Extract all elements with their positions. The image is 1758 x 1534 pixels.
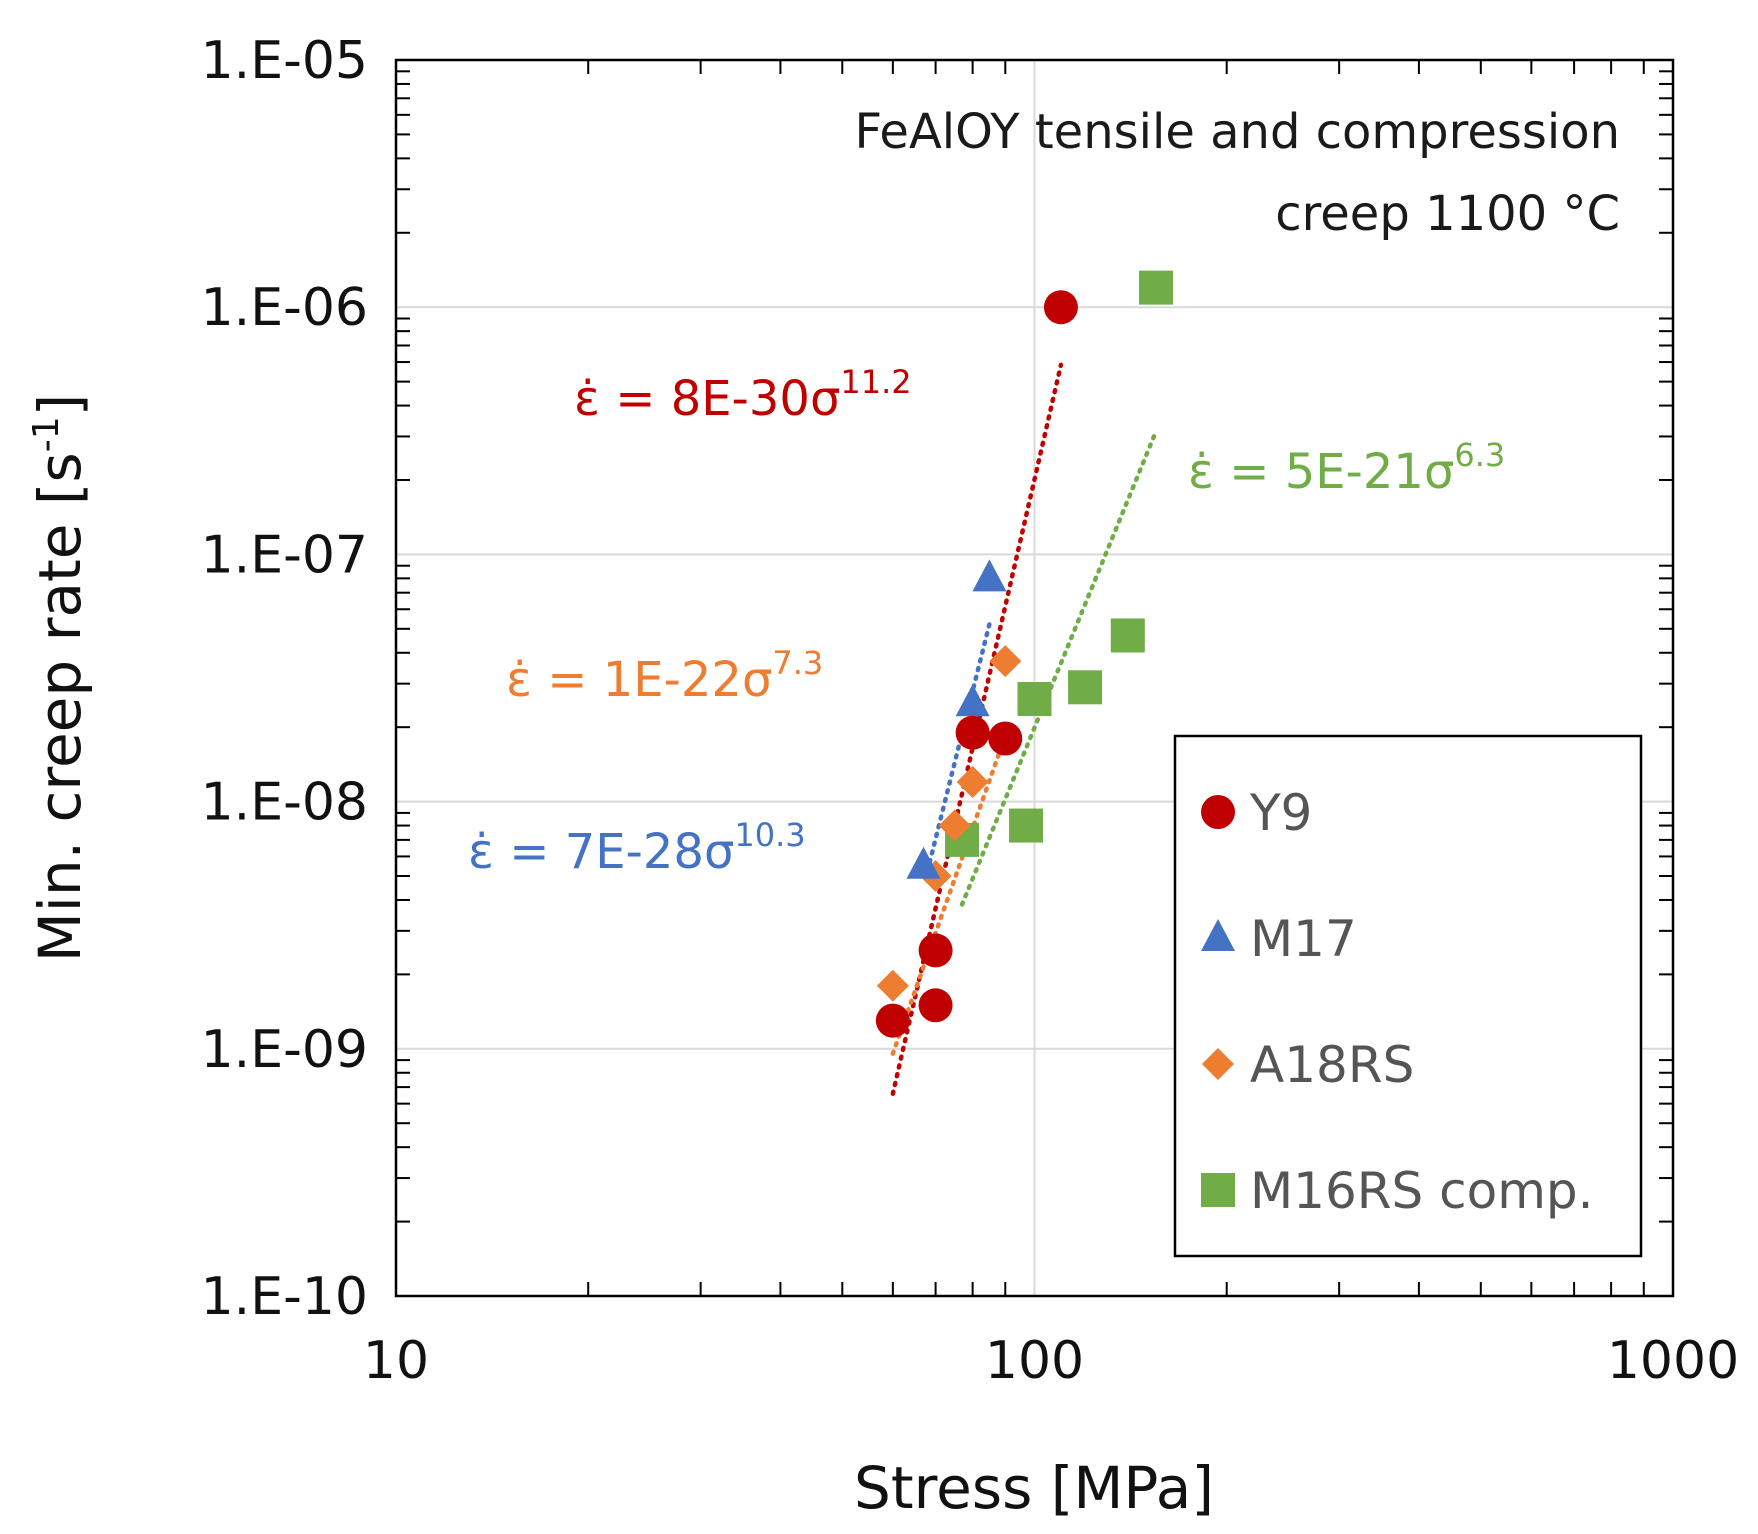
legend-marker-m16rs-comp [1201, 1173, 1235, 1207]
equation-equals: = [600, 371, 671, 427]
data-point-y9 [955, 715, 990, 750]
x-axis-title: Stress [MPa] [854, 1454, 1214, 1522]
legend: Y9 M17 A18RS M16RS comp. [1173, 734, 1643, 1258]
equation-coefficient: 1E-22 [603, 652, 742, 708]
legend-label-m16rs-comp: M16RS comp. [1250, 1162, 1594, 1220]
fit-line-m16rs-comp- [959, 429, 1159, 907]
data-point-m16rs-comp [1110, 618, 1145, 653]
equation-rate-symbol: ε̇ [506, 652, 532, 708]
equation-coefficient: 7E-28 [565, 824, 704, 880]
x-tick-label: 10 [363, 1331, 429, 1391]
fit-lines [890, 362, 1159, 1096]
y-axis-title-sup: -1 [26, 416, 67, 452]
equation-rate-symbol: ε̇ [1188, 444, 1214, 500]
equation-exponent: 10.3 [734, 816, 805, 854]
data-point-a18rs [876, 969, 909, 1002]
equation-equals: = [532, 652, 603, 708]
data-point-y9 [875, 1003, 910, 1038]
x-tick-label: 1000 [1607, 1331, 1739, 1391]
equation-coefficient: 8E-30 [671, 371, 810, 427]
equation-coefficient: 5E-21 [1285, 444, 1424, 500]
equation-stress-symbol: σ [810, 371, 840, 427]
data-point-m17 [906, 846, 941, 879]
fit-equation-y9: ε̇ = 8E-30σ11.2 [574, 363, 912, 427]
data-point-m16rs-comp [1017, 682, 1052, 717]
y-tick-label: 1.E-07 [201, 525, 368, 585]
y-axis-title: Min. creep rate [s-1] [26, 394, 94, 963]
legend-label-a18rs: A18RS [1250, 1036, 1414, 1094]
data-point-a18rs [938, 809, 971, 842]
annotation-line-1: FeAlOY tensile and compression [854, 104, 1620, 160]
fit-equation-m16rs-comp: ε̇ = 5E-21σ6.3 [1188, 436, 1505, 500]
fit-equation-m17: ε̇ = 7E-28σ10.3 [468, 816, 806, 880]
equation-stress-symbol: σ [742, 652, 772, 708]
y-tick-label: 1.E-05 [201, 31, 368, 91]
data-point-y9 [1043, 290, 1078, 325]
legend-marker-m17 [1201, 919, 1235, 951]
data-point-m16rs-comp [1139, 270, 1174, 305]
equation-exponent: 7.3 [772, 644, 823, 682]
fit-equation-a18rs: ε̇ = 1E-22σ7.3 [506, 644, 823, 708]
data-point-y9 [918, 988, 953, 1023]
y-axis-title-main: Min. creep rate [s [26, 452, 94, 962]
chart-annotation: FeAlOY tensile and compression creep 110… [854, 104, 1620, 242]
data-point-m17 [972, 559, 1007, 592]
data-point-m17 [955, 684, 990, 717]
legend-items: Y9 M17 A18RS M16RS comp. [1201, 784, 1594, 1220]
data-point-m16rs-comp [1068, 670, 1103, 705]
data-point-y9 [918, 933, 953, 968]
legend-marker-y9 [1201, 795, 1235, 829]
legend-box [1173, 734, 1643, 1258]
equation-equals: = [494, 824, 565, 880]
minor-ticks [396, 60, 1673, 1296]
fit-line-y9 [890, 362, 1064, 1096]
equation-equals: = [1214, 444, 1285, 500]
data-points [875, 270, 1174, 1038]
legend-label-y9: Y9 [1249, 784, 1312, 842]
data-point-a18rs [989, 645, 1022, 678]
equation-stress-symbol: σ [704, 824, 734, 880]
data-point-y9 [988, 721, 1023, 756]
y-tick-label: 1.E-09 [201, 1020, 368, 1080]
x-tick-label: 100 [985, 1331, 1084, 1391]
legend-marker-a18rs [1202, 1048, 1234, 1080]
plot-frame [394, 58, 1675, 1298]
fit-equations: ε̇ = 8E-30σ11.2ε̇ = 7E-28σ10.3ε̇ = 1E-22… [468, 363, 1505, 880]
equation-exponent: 11.2 [840, 363, 911, 401]
fit-line-a18rs [890, 733, 1008, 1056]
y-tick-label: 1.E-10 [201, 1267, 368, 1327]
data-point-m16rs-comp [1009, 808, 1044, 843]
equation-stress-symbol: σ [1424, 444, 1454, 500]
y-tick-label: 1.E-06 [201, 278, 368, 338]
equation-exponent: 6.3 [1454, 436, 1505, 474]
y-tick-label: 1.E-08 [201, 773, 368, 833]
fit-line-m17 [925, 621, 992, 874]
data-point-a18rs [956, 766, 989, 799]
equation-rate-symbol: ε̇ [468, 824, 494, 880]
legend-label-m17: M17 [1250, 910, 1357, 968]
annotation-line-2: creep 1100 °C [1275, 186, 1620, 242]
equation-rate-symbol: ε̇ [574, 371, 600, 427]
y-axis-title-end: ] [26, 394, 94, 417]
